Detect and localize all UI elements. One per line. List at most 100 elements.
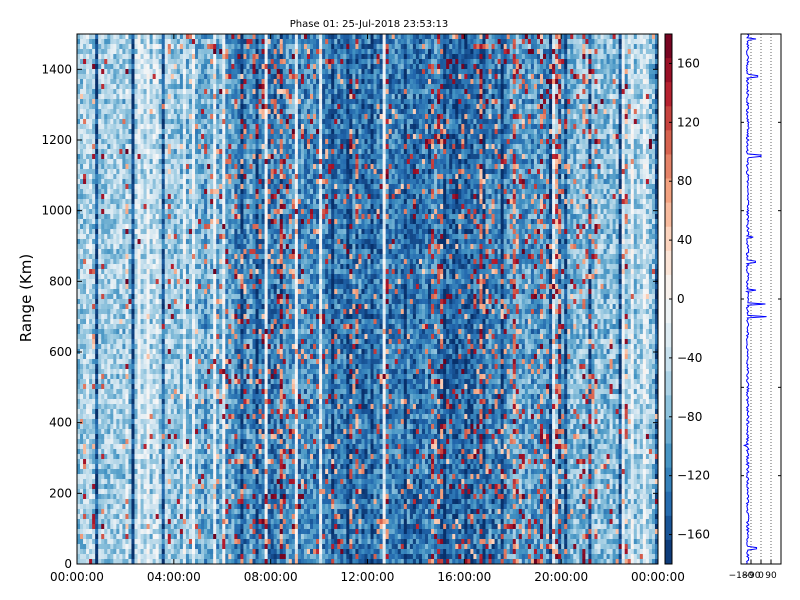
heatmap-cell [134, 204, 138, 210]
heatmap-cell [210, 144, 214, 150]
heatmap-cell [207, 449, 211, 455]
heatmap-cell [195, 469, 199, 475]
heatmap-cell [128, 174, 132, 180]
heatmap-cell [137, 469, 141, 475]
heatmap-cell [195, 414, 199, 420]
heatmap-cell [216, 404, 220, 410]
heatmap-cell [149, 519, 154, 525]
heatmap-cell [164, 474, 169, 480]
heatmap-cell [195, 194, 199, 200]
heatmap-cell [137, 269, 141, 275]
heatmap-cell [89, 304, 93, 310]
heatmap-cell [204, 499, 208, 505]
heatmap-cell [188, 149, 193, 155]
heatmap-cell [182, 64, 187, 70]
heatmap-cell [95, 279, 99, 285]
heatmap-cell [83, 294, 87, 300]
heatmap-cell [195, 274, 199, 280]
heatmap-cell [173, 419, 178, 425]
heatmap-cell [173, 164, 178, 170]
heatmap-cell [185, 549, 190, 555]
heatmap-cell [185, 429, 190, 435]
heatmap-cell [113, 134, 117, 140]
heatmap-cell [80, 44, 84, 50]
heatmap-cell [167, 369, 172, 375]
heatmap-cell [137, 529, 141, 535]
heatmap-cell [195, 289, 199, 295]
heatmap-cell [110, 329, 114, 335]
heatmap-cell [164, 179, 169, 185]
heatmap-cell [195, 249, 199, 255]
heatmap-cell [182, 89, 187, 95]
heatmap-cell [83, 479, 87, 485]
heatmap-cell [116, 549, 120, 555]
heatmap-cell [216, 39, 220, 45]
heatmap-cell [149, 544, 154, 550]
heatmap-cell [134, 524, 138, 530]
heatmap-cell [143, 194, 147, 200]
heatmap-cell [107, 194, 111, 200]
heatmap-cell [77, 214, 81, 220]
heatmap-cell [207, 79, 211, 85]
heatmap-cell [113, 439, 117, 445]
heatmap-cell [119, 364, 123, 370]
heatmap-cell [104, 164, 108, 170]
heatmap-cell [185, 274, 190, 280]
heatmap-cell [116, 319, 120, 325]
heatmap-cell [119, 424, 123, 430]
heatmap-cell [95, 289, 99, 295]
heatmap-cell [116, 149, 120, 155]
heatmap-cell [182, 154, 187, 160]
heatmap-cell [113, 454, 117, 460]
heatmap-cell [155, 99, 160, 105]
heatmap-cell [137, 509, 141, 515]
heatmap-cell [113, 349, 117, 355]
heatmap-cell [158, 534, 163, 540]
heatmap-cell [89, 524, 93, 530]
heatmap-cell [207, 279, 211, 285]
heatmap-cell [185, 464, 190, 470]
heatmap-cell [107, 114, 111, 120]
heatmap-cell [107, 44, 111, 50]
heatmap-cell [146, 254, 151, 260]
heatmap-cell [122, 414, 126, 420]
heatmap-cell [122, 144, 126, 150]
heatmap-cell [122, 429, 126, 435]
heatmap-cell [83, 114, 87, 120]
heatmap-cell [149, 449, 154, 455]
heatmap-cell [201, 294, 205, 300]
heatmap-cell [167, 474, 172, 480]
heatmap-cell [158, 554, 163, 560]
heatmap-cell [195, 504, 199, 510]
heatmap-cell [216, 504, 220, 510]
heatmap-cell [161, 294, 166, 300]
heatmap-cell [173, 94, 178, 100]
heatmap-cell [137, 464, 141, 470]
heatmap-cell [161, 544, 166, 550]
heatmap-cell [101, 239, 105, 245]
heatmap-cell [158, 299, 163, 305]
heatmap-cell [128, 449, 132, 455]
heatmap-cell [98, 124, 102, 130]
heatmap-cell [213, 274, 217, 280]
heatmap-cell [170, 554, 175, 560]
heatmap-cell [137, 424, 141, 430]
heatmap-cell [83, 164, 87, 170]
heatmap-cell [167, 349, 172, 355]
heatmap-cell [86, 369, 90, 375]
heatmap-cell [167, 224, 172, 230]
heatmap-cell [155, 414, 160, 420]
heatmap-cell [170, 404, 175, 410]
heatmap-cell [185, 129, 190, 135]
heatmap-cell [128, 374, 132, 380]
heatmap-cell [137, 104, 141, 110]
heatmap-cell [167, 199, 172, 205]
heatmap-cell [89, 219, 93, 225]
heatmap-cell [83, 139, 87, 145]
heatmap-cell [185, 444, 190, 450]
heatmap-cell [176, 294, 181, 300]
heatmap-cell [167, 49, 172, 55]
heatmap-cell [216, 394, 220, 400]
heatmap-cell [204, 269, 208, 275]
heatmap-cell [113, 184, 117, 190]
